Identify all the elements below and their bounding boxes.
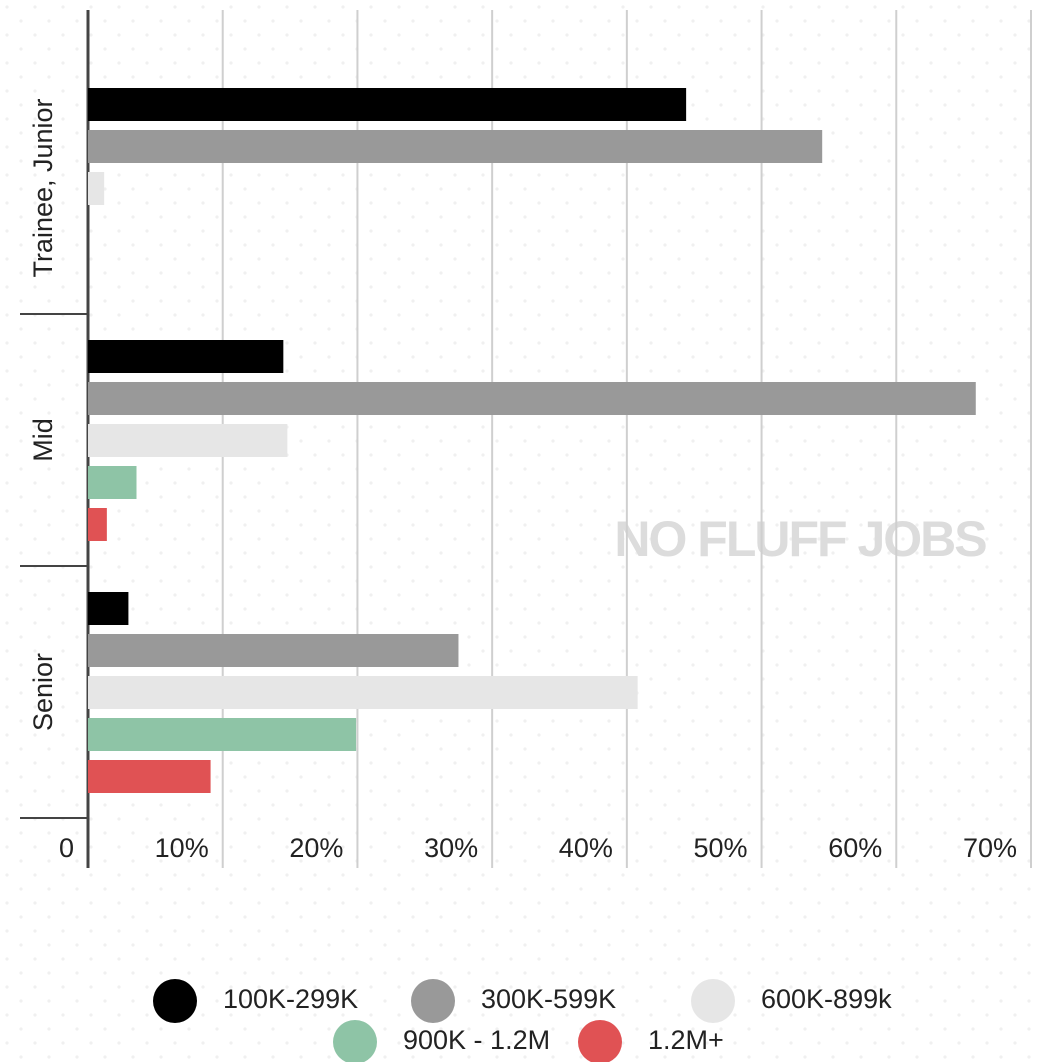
bar — [88, 718, 357, 751]
legend-label: 100K-299K — [223, 984, 358, 1014]
x-tick-label: 50% — [694, 833, 748, 863]
bar — [88, 130, 823, 163]
bar — [88, 760, 211, 793]
x-tick-label: 60% — [828, 833, 882, 863]
x-tick-label: 40% — [559, 833, 613, 863]
legend-swatch — [578, 1020, 622, 1062]
x-tick-label: 30% — [424, 833, 478, 863]
x-tick-label: 20% — [289, 833, 343, 863]
bar — [88, 172, 105, 205]
x-tick-label: 70% — [963, 833, 1017, 863]
bar — [88, 88, 687, 121]
y-tick-label: Senior — [28, 653, 58, 731]
bar — [88, 634, 459, 667]
legend-label: 900K - 1.2M — [403, 1025, 550, 1055]
legend-label: 600K-899k — [761, 984, 892, 1014]
bar — [88, 508, 107, 541]
legend-label: 300K-599K — [481, 984, 616, 1014]
bar — [88, 592, 129, 625]
bar — [88, 676, 638, 709]
bar — [88, 424, 288, 457]
bar — [88, 382, 976, 415]
watermark: NO FLUFF JOBS — [614, 511, 986, 567]
legend-swatch — [691, 979, 735, 1023]
legend-swatch — [333, 1020, 377, 1062]
legend-swatch — [153, 979, 197, 1023]
bar — [88, 340, 284, 373]
bar — [88, 466, 137, 499]
y-tick-label: Trainee, Junior — [28, 98, 58, 277]
x-tick-label: 10% — [155, 833, 209, 863]
y-tick-label: Mid — [28, 418, 58, 462]
legend-swatch — [411, 979, 455, 1023]
legend-label: 1.2M+ — [648, 1025, 724, 1055]
x-tick-label: 0 — [59, 833, 74, 863]
